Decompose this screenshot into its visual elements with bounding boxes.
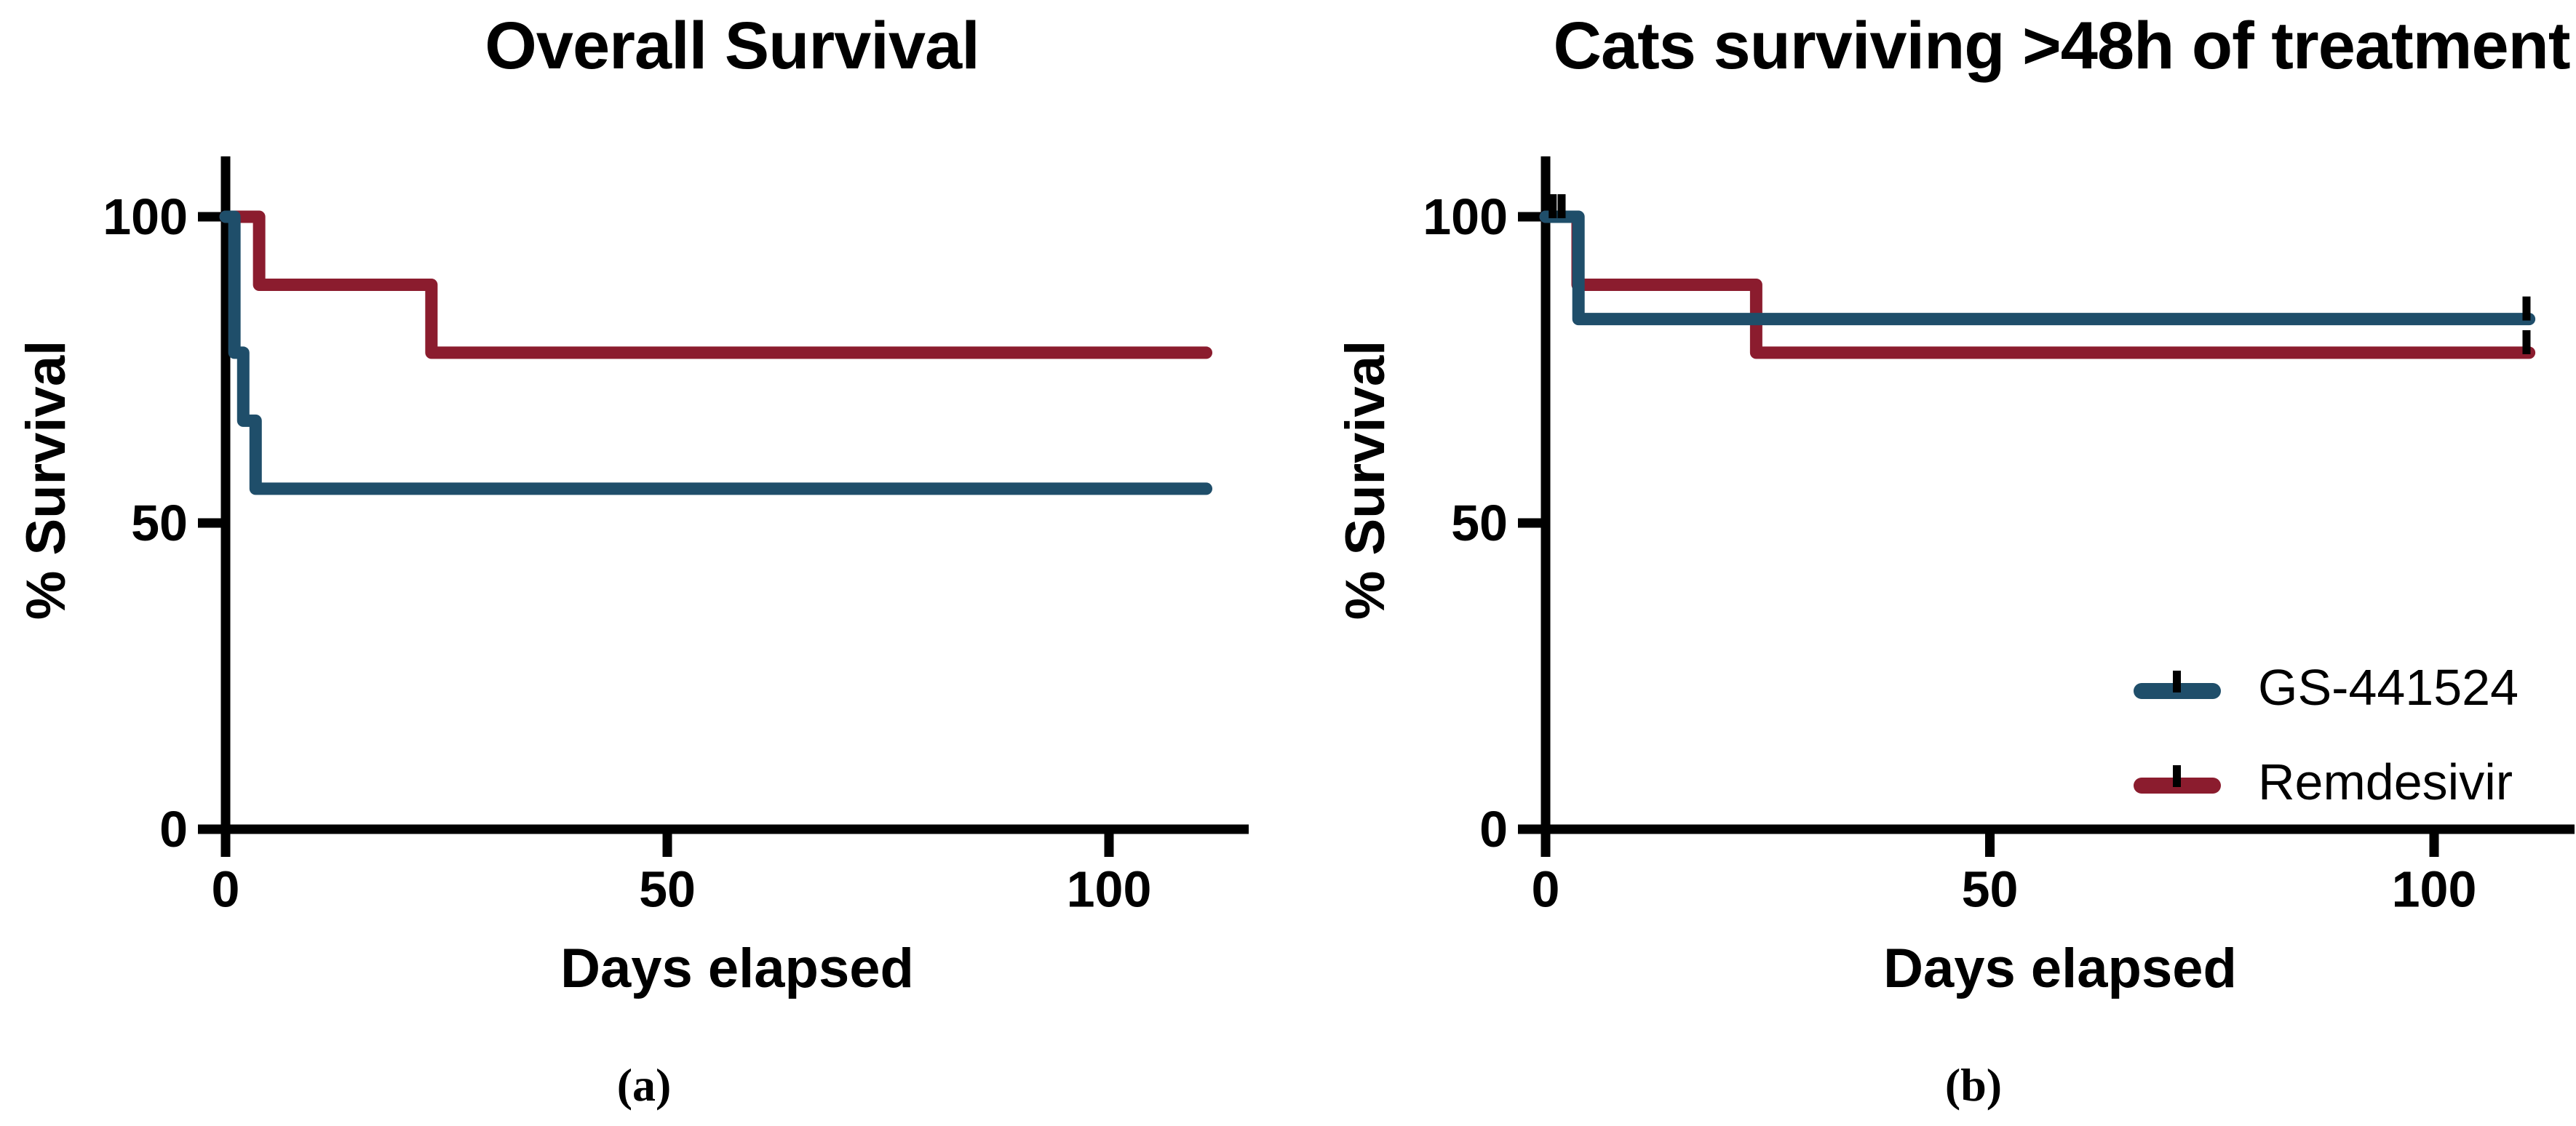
y-axis-tick-label: 50 (131, 495, 188, 551)
panel-a-title: Overall Survival (485, 9, 980, 83)
panel-b-x-axis-title: Days elapsed (1883, 938, 2237, 999)
panel-b-caption: (b) (1944, 1059, 2003, 1111)
survival-curve-gs-441524 (1539, 210, 2536, 326)
legend-label-remdesivir: Remdesivir (2258, 754, 2513, 810)
panel-b-y-axis-title: % Survival (1335, 340, 1396, 620)
censor-tick-icon (2173, 671, 2181, 692)
legend-label-gs441524: GS-441524 (2258, 659, 2519, 716)
x-axis-tick-label: 100 (2392, 861, 2477, 918)
censor-tick-icon (1557, 194, 1566, 218)
survival-curve-remdesivir (1539, 210, 2536, 359)
censor-tick-icon (1549, 194, 1557, 218)
y-axis-tick-label: 100 (103, 188, 188, 245)
x-axis-tick-label: 0 (1532, 861, 1560, 918)
censor-tick-icon (2522, 296, 2531, 321)
panel-a-caption: (a) (616, 1059, 672, 1111)
panel-b-title: Cats surviving >48h of treatment (1553, 9, 2571, 83)
x-axis-tick-label: 100 (1067, 861, 1152, 918)
censor-tick-icon (2173, 765, 2181, 787)
survival-curve-gs-441524 (219, 210, 1213, 495)
y-axis-tick-label: 50 (1451, 495, 1508, 551)
y-axis-tick-label: 0 (159, 801, 188, 858)
x-axis-tick-label: 50 (639, 861, 696, 918)
survival-curve-remdesivir (219, 210, 1213, 359)
panel-a-y-axis-title: % Survival (15, 340, 77, 620)
y-axis-tick-label: 0 (1479, 801, 1508, 858)
x-axis-tick-label: 50 (1962, 861, 2019, 918)
censor-tick-icon (2522, 330, 2531, 354)
x-axis-tick-label: 0 (212, 861, 240, 918)
panel-a-x-axis-title: Days elapsed (560, 938, 914, 999)
y-axis-tick-label: 100 (1423, 188, 1508, 245)
